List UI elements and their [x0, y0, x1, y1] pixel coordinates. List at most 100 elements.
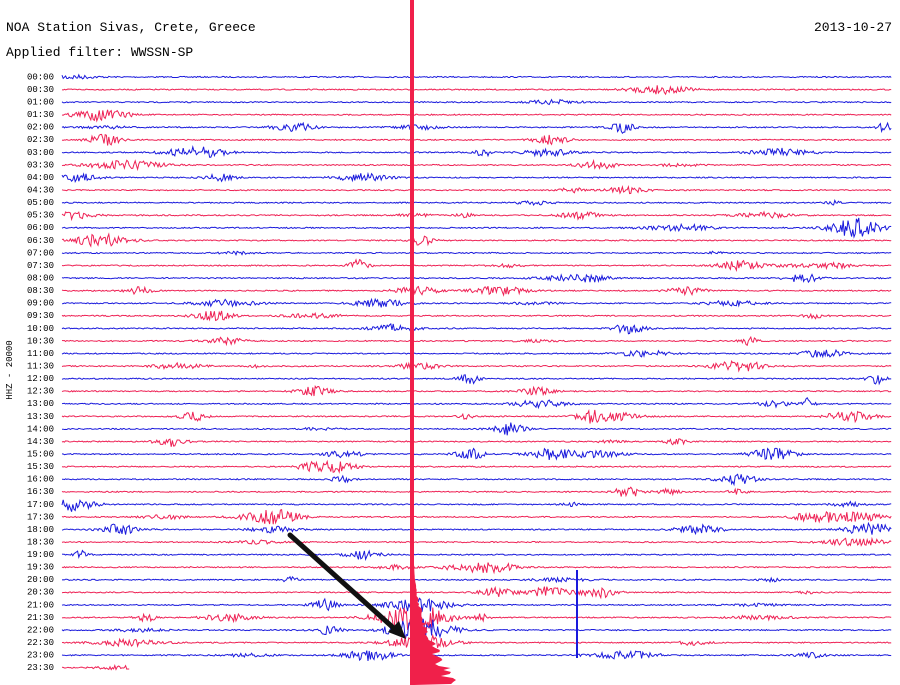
- trace: [61, 597, 892, 612]
- trace: [61, 273, 892, 284]
- row-label: 11:30: [27, 361, 54, 371]
- trace: [61, 447, 892, 461]
- row-label: 03:00: [27, 148, 54, 158]
- row-label: 22:00: [27, 625, 54, 635]
- trace: [61, 649, 892, 662]
- row-label: 10:30: [27, 336, 54, 346]
- row-label: 20:30: [27, 588, 54, 598]
- row-label: 17:30: [27, 512, 54, 522]
- row-label: 07:30: [27, 261, 54, 271]
- row-label: 06:00: [27, 223, 54, 233]
- row-label: 16:30: [27, 487, 54, 497]
- trace: [61, 297, 892, 308]
- trace: [61, 250, 892, 256]
- row-label: 21:30: [27, 613, 54, 623]
- row-label: 19:30: [27, 563, 54, 573]
- trace: [61, 360, 892, 373]
- trace: [61, 585, 892, 600]
- row-label: 15:30: [27, 462, 54, 472]
- row-label: 05:30: [27, 211, 54, 221]
- trace: [61, 210, 892, 222]
- trace: [61, 499, 892, 512]
- row-label: 21:00: [27, 600, 54, 610]
- trace: [61, 98, 892, 106]
- row-label: 20:00: [27, 575, 54, 585]
- row-label: 23:30: [27, 663, 54, 673]
- trace: [61, 73, 892, 80]
- trace: [61, 348, 892, 359]
- trace: [61, 486, 892, 498]
- trace: [61, 664, 130, 671]
- trace: [61, 521, 892, 536]
- row-label: 12:00: [27, 374, 54, 384]
- axis-label: HHZ - 20000: [5, 340, 15, 399]
- trace: [61, 549, 892, 562]
- trace: [61, 158, 892, 172]
- trace: [61, 575, 892, 584]
- trace: [61, 374, 892, 386]
- row-label: 15:00: [27, 449, 54, 459]
- trace: [61, 509, 892, 525]
- filter-label: Applied filter: WWSSN-SP: [6, 45, 193, 60]
- row-label: 05:00: [27, 198, 54, 208]
- row-label: 09:00: [27, 299, 54, 309]
- trace: [61, 459, 892, 474]
- trace: [61, 85, 892, 96]
- trace: [61, 144, 892, 158]
- arrow-shaft: [287, 532, 401, 635]
- row-label: 12:30: [27, 387, 54, 397]
- trace: [61, 217, 892, 239]
- row-label: 02:30: [27, 135, 54, 145]
- trace: [61, 232, 892, 248]
- row-label: 16:00: [27, 475, 54, 485]
- row-label: 00:00: [27, 72, 54, 82]
- event-coda: [414, 560, 456, 685]
- trace: [61, 198, 892, 206]
- row-label: 18:00: [27, 525, 54, 535]
- row-label: 08:30: [27, 286, 54, 296]
- row-label: 04:00: [27, 173, 54, 183]
- row-label: 23:00: [27, 651, 54, 661]
- row-label: 17:00: [27, 500, 54, 510]
- trace: [61, 606, 892, 633]
- date-label: 2013-10-27: [814, 20, 892, 35]
- trace: [61, 396, 892, 410]
- trace: [61, 322, 892, 335]
- traces: [61, 73, 892, 685]
- trace: [61, 171, 892, 184]
- row-label: 03:30: [27, 160, 54, 170]
- trace: [61, 562, 892, 575]
- row-label: 06:30: [27, 236, 54, 246]
- row-label: 11:00: [27, 349, 54, 359]
- row-label: 14:00: [27, 424, 54, 434]
- trace: [61, 438, 892, 447]
- trace: [61, 422, 892, 436]
- row-label: 02:00: [27, 123, 54, 133]
- row-label: 13:00: [27, 399, 54, 409]
- trace: [61, 285, 892, 297]
- trace: [61, 385, 892, 397]
- arrow-head: [388, 621, 406, 639]
- row-label: 01:00: [27, 98, 54, 108]
- trace: [61, 630, 892, 653]
- row-label: 00:30: [27, 85, 54, 95]
- row-label: 14:30: [27, 437, 54, 447]
- trace: [61, 185, 892, 195]
- row-label: 09:30: [27, 311, 54, 321]
- trace: [61, 617, 892, 640]
- row-label: 13:30: [27, 412, 54, 422]
- event-line: [410, 0, 414, 685]
- row-label: 04:30: [27, 186, 54, 196]
- trace: [61, 409, 892, 424]
- trace: [61, 310, 892, 322]
- row-label: 01:30: [27, 110, 54, 120]
- row-label: 19:00: [27, 550, 54, 560]
- row-label: 18:30: [27, 537, 54, 547]
- trace: [61, 335, 892, 347]
- trace: [61, 109, 892, 123]
- trace: [61, 536, 892, 547]
- row-label: 07:00: [27, 248, 54, 258]
- station-title: NOA Station Sivas, Crete, Greece: [6, 20, 256, 35]
